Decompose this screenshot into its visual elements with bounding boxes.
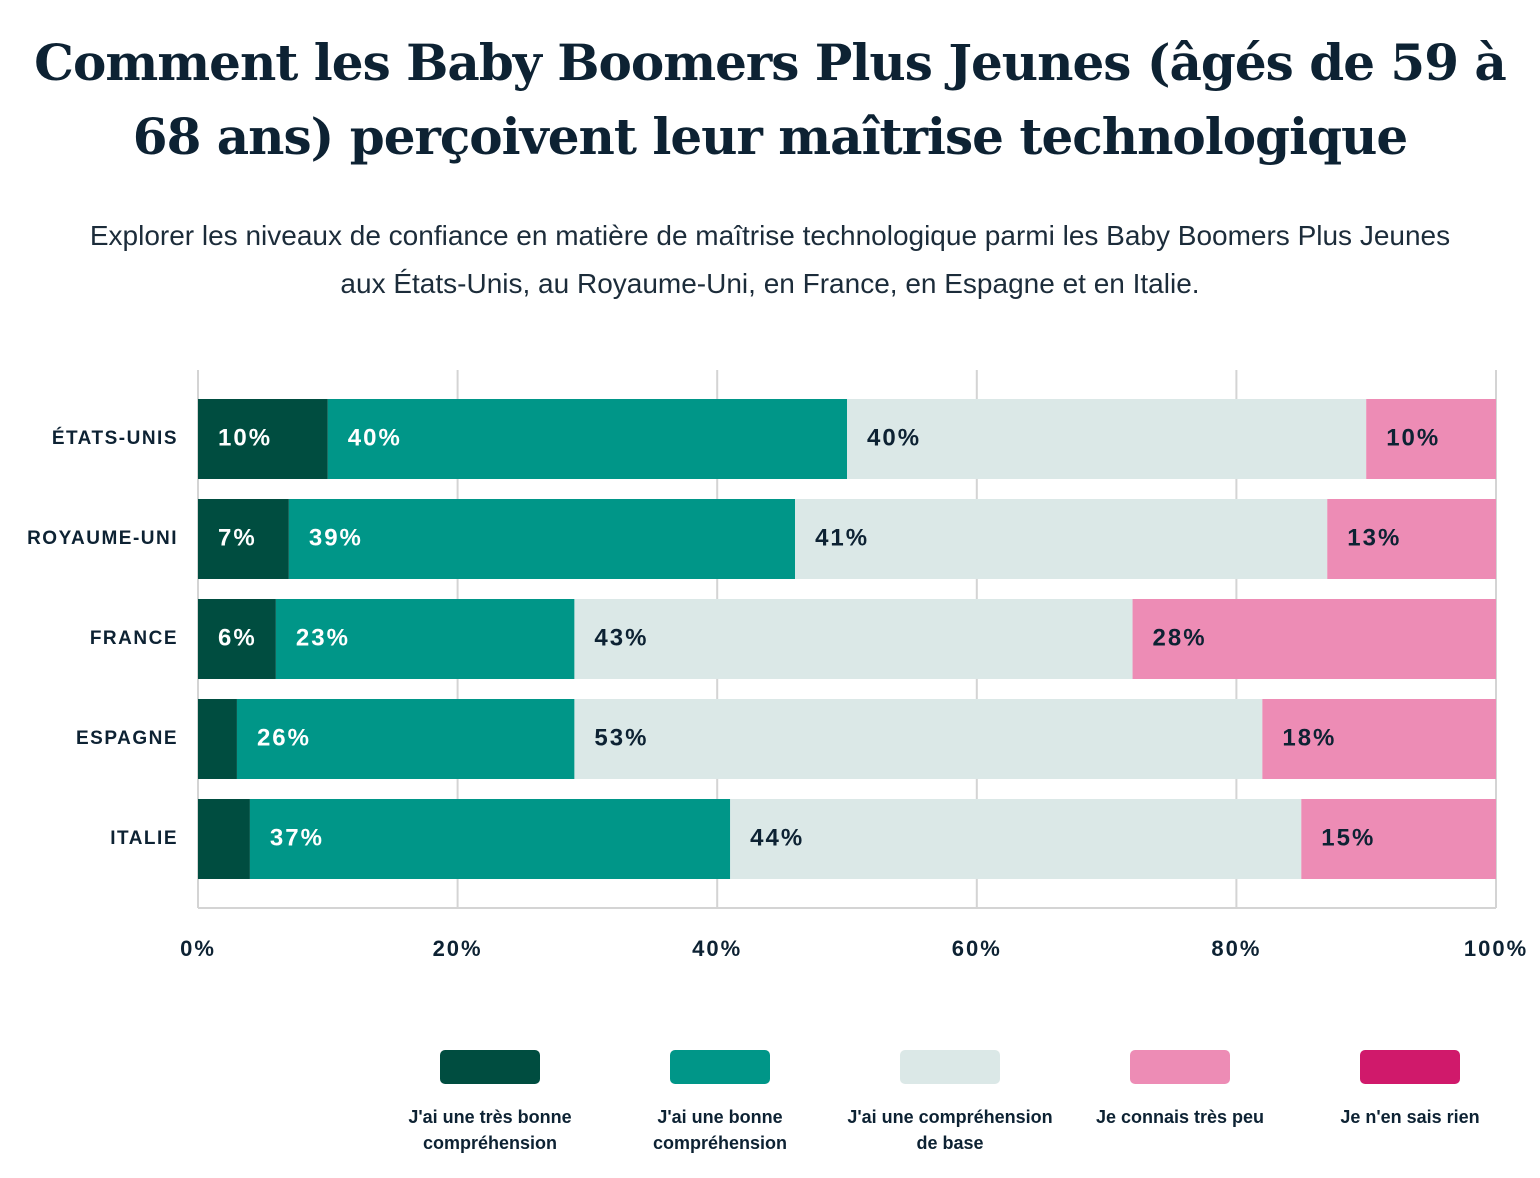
y-tick-label: FRANCE <box>90 628 178 649</box>
y-tick-label: ITALIE <box>110 828 178 849</box>
data-label: 44% <box>750 824 804 851</box>
data-label: 10% <box>1386 424 1440 451</box>
legend-item: J'ai une compréhension de base <box>835 1050 1065 1156</box>
chart-title: Comment les Baby Boomers Plus Jeunes (âg… <box>34 33 1507 166</box>
legend-label: J'ai une compréhension de base <box>847 1107 1053 1153</box>
bar-segment <box>236 699 575 779</box>
legend-swatch <box>670 1050 770 1084</box>
legend: J'ai une très bonne compréhension J'ai un… <box>375 1050 1525 1156</box>
data-label: 10% <box>218 424 272 451</box>
bar-segment <box>1262 699 1496 779</box>
chart-subtitle: Explorer les niveaux de confiance en mat… <box>89 220 1451 299</box>
data-label: 40% <box>867 424 921 451</box>
bar-segment <box>249 799 731 879</box>
x-tick-label: 40% <box>692 936 742 961</box>
data-label: 39% <box>309 524 363 551</box>
bar-segment <box>730 799 1302 879</box>
data-label: 40% <box>348 424 402 451</box>
y-tick-label: ROYAUME-UNI <box>27 528 178 549</box>
legend-label: J'ai une bonne compréhension <box>652 1107 788 1153</box>
data-label: 37% <box>270 824 324 851</box>
x-tick-label: 100% <box>1464 936 1528 961</box>
x-tick-label: 20% <box>433 936 483 961</box>
data-label: 43% <box>594 624 648 651</box>
data-label: 6% <box>218 624 257 651</box>
data-label: 15% <box>1321 824 1375 851</box>
bar-segment <box>198 799 250 879</box>
bar-segment <box>198 699 237 779</box>
bar-segment <box>198 399 328 479</box>
data-label: 23% <box>296 624 350 651</box>
bar-segment <box>275 599 575 679</box>
data-label: 53% <box>594 724 648 751</box>
data-label: 7% <box>218 524 257 551</box>
y-tick-label: ESPAGNE <box>76 728 178 749</box>
legend-item: J'ai une bonne compréhension <box>605 1050 835 1156</box>
bar-segment <box>574 699 1263 779</box>
legend-item: J'ai une très bonne compréhension <box>375 1050 605 1156</box>
chart: 0% 20% 40% 60% 80% 100% ÉTATS-UNIS 10% 40% 40% 10%… <box>27 370 1528 961</box>
y-tick-label: ÉTATS-UNIS <box>52 427 178 449</box>
legend-label: Je n'en sais rien <box>1340 1107 1480 1127</box>
legend-item: Je connais très peu <box>1065 1050 1295 1156</box>
bar-segment <box>1301 799 1496 879</box>
data-label: 26% <box>257 724 311 751</box>
bar-segment <box>1366 399 1496 479</box>
bar-segment <box>1327 499 1496 579</box>
legend-item: Je n'en sais rien <box>1295 1050 1525 1156</box>
bar-segment <box>847 399 1367 479</box>
data-label: 28% <box>1153 624 1207 651</box>
bar-segment <box>1132 599 1496 679</box>
bar-segment <box>198 599 276 679</box>
legend-swatch <box>1360 1050 1460 1084</box>
data-label: 41% <box>815 524 869 551</box>
legend-swatch <box>1130 1050 1230 1084</box>
legend-swatch <box>440 1050 540 1084</box>
data-label: 18% <box>1282 724 1336 751</box>
data-label: 13% <box>1347 524 1401 551</box>
x-tick-label: 0% <box>180 936 216 961</box>
bar-segment <box>574 599 1133 679</box>
legend-swatch <box>900 1050 1000 1084</box>
bar-segment <box>327 399 847 479</box>
legend-label: Je connais très peu <box>1095 1107 1265 1127</box>
bar-segment <box>198 499 289 579</box>
x-tick-label: 60% <box>952 936 1002 961</box>
bar-segment <box>288 499 796 579</box>
legend-label: J'ai une très bonne compréhension <box>408 1107 572 1153</box>
bar-segment <box>795 499 1328 579</box>
x-tick-label: 80% <box>1211 936 1261 961</box>
